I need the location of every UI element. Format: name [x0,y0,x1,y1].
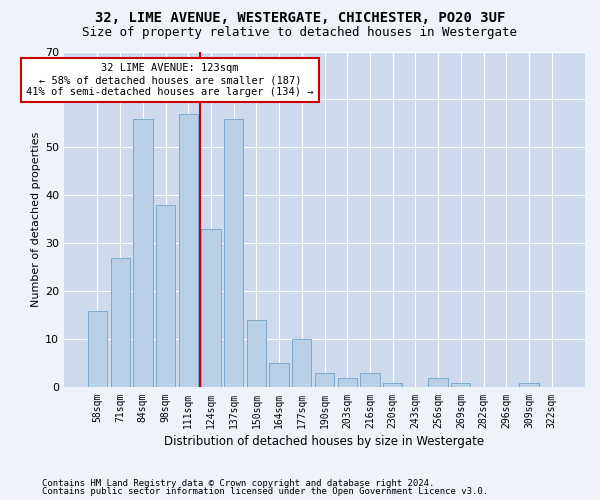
Bar [156,205,175,388]
Text: Contains HM Land Registry data © Crown copyright and database right 2024.: Contains HM Land Registry data © Crown c… [42,480,434,488]
X-axis label: Distribution of detached houses by size in Westergate: Distribution of detached houses by size … [164,434,485,448]
Bar [224,118,244,388]
Text: Contains public sector information licensed under the Open Government Licence v3: Contains public sector information licen… [42,488,488,496]
Bar [133,118,152,388]
Text: Size of property relative to detached houses in Westergate: Size of property relative to detached ho… [83,26,517,39]
Bar [338,378,357,388]
Bar [269,364,289,388]
Y-axis label: Number of detached properties: Number of detached properties [31,132,41,307]
Bar [361,373,380,388]
Bar [451,382,470,388]
Text: 32, LIME AVENUE, WESTERGATE, CHICHESTER, PO20 3UF: 32, LIME AVENUE, WESTERGATE, CHICHESTER,… [95,12,505,26]
Bar [292,340,311,388]
Bar [315,373,334,388]
Bar [179,114,198,388]
Bar [247,320,266,388]
Bar [88,310,107,388]
Bar [428,378,448,388]
Bar [383,382,403,388]
Text: 32 LIME AVENUE: 123sqm
← 58% of detached houses are smaller (187)
41% of semi-de: 32 LIME AVENUE: 123sqm ← 58% of detached… [26,64,314,96]
Bar [110,258,130,388]
Bar [202,229,221,388]
Bar [520,382,539,388]
